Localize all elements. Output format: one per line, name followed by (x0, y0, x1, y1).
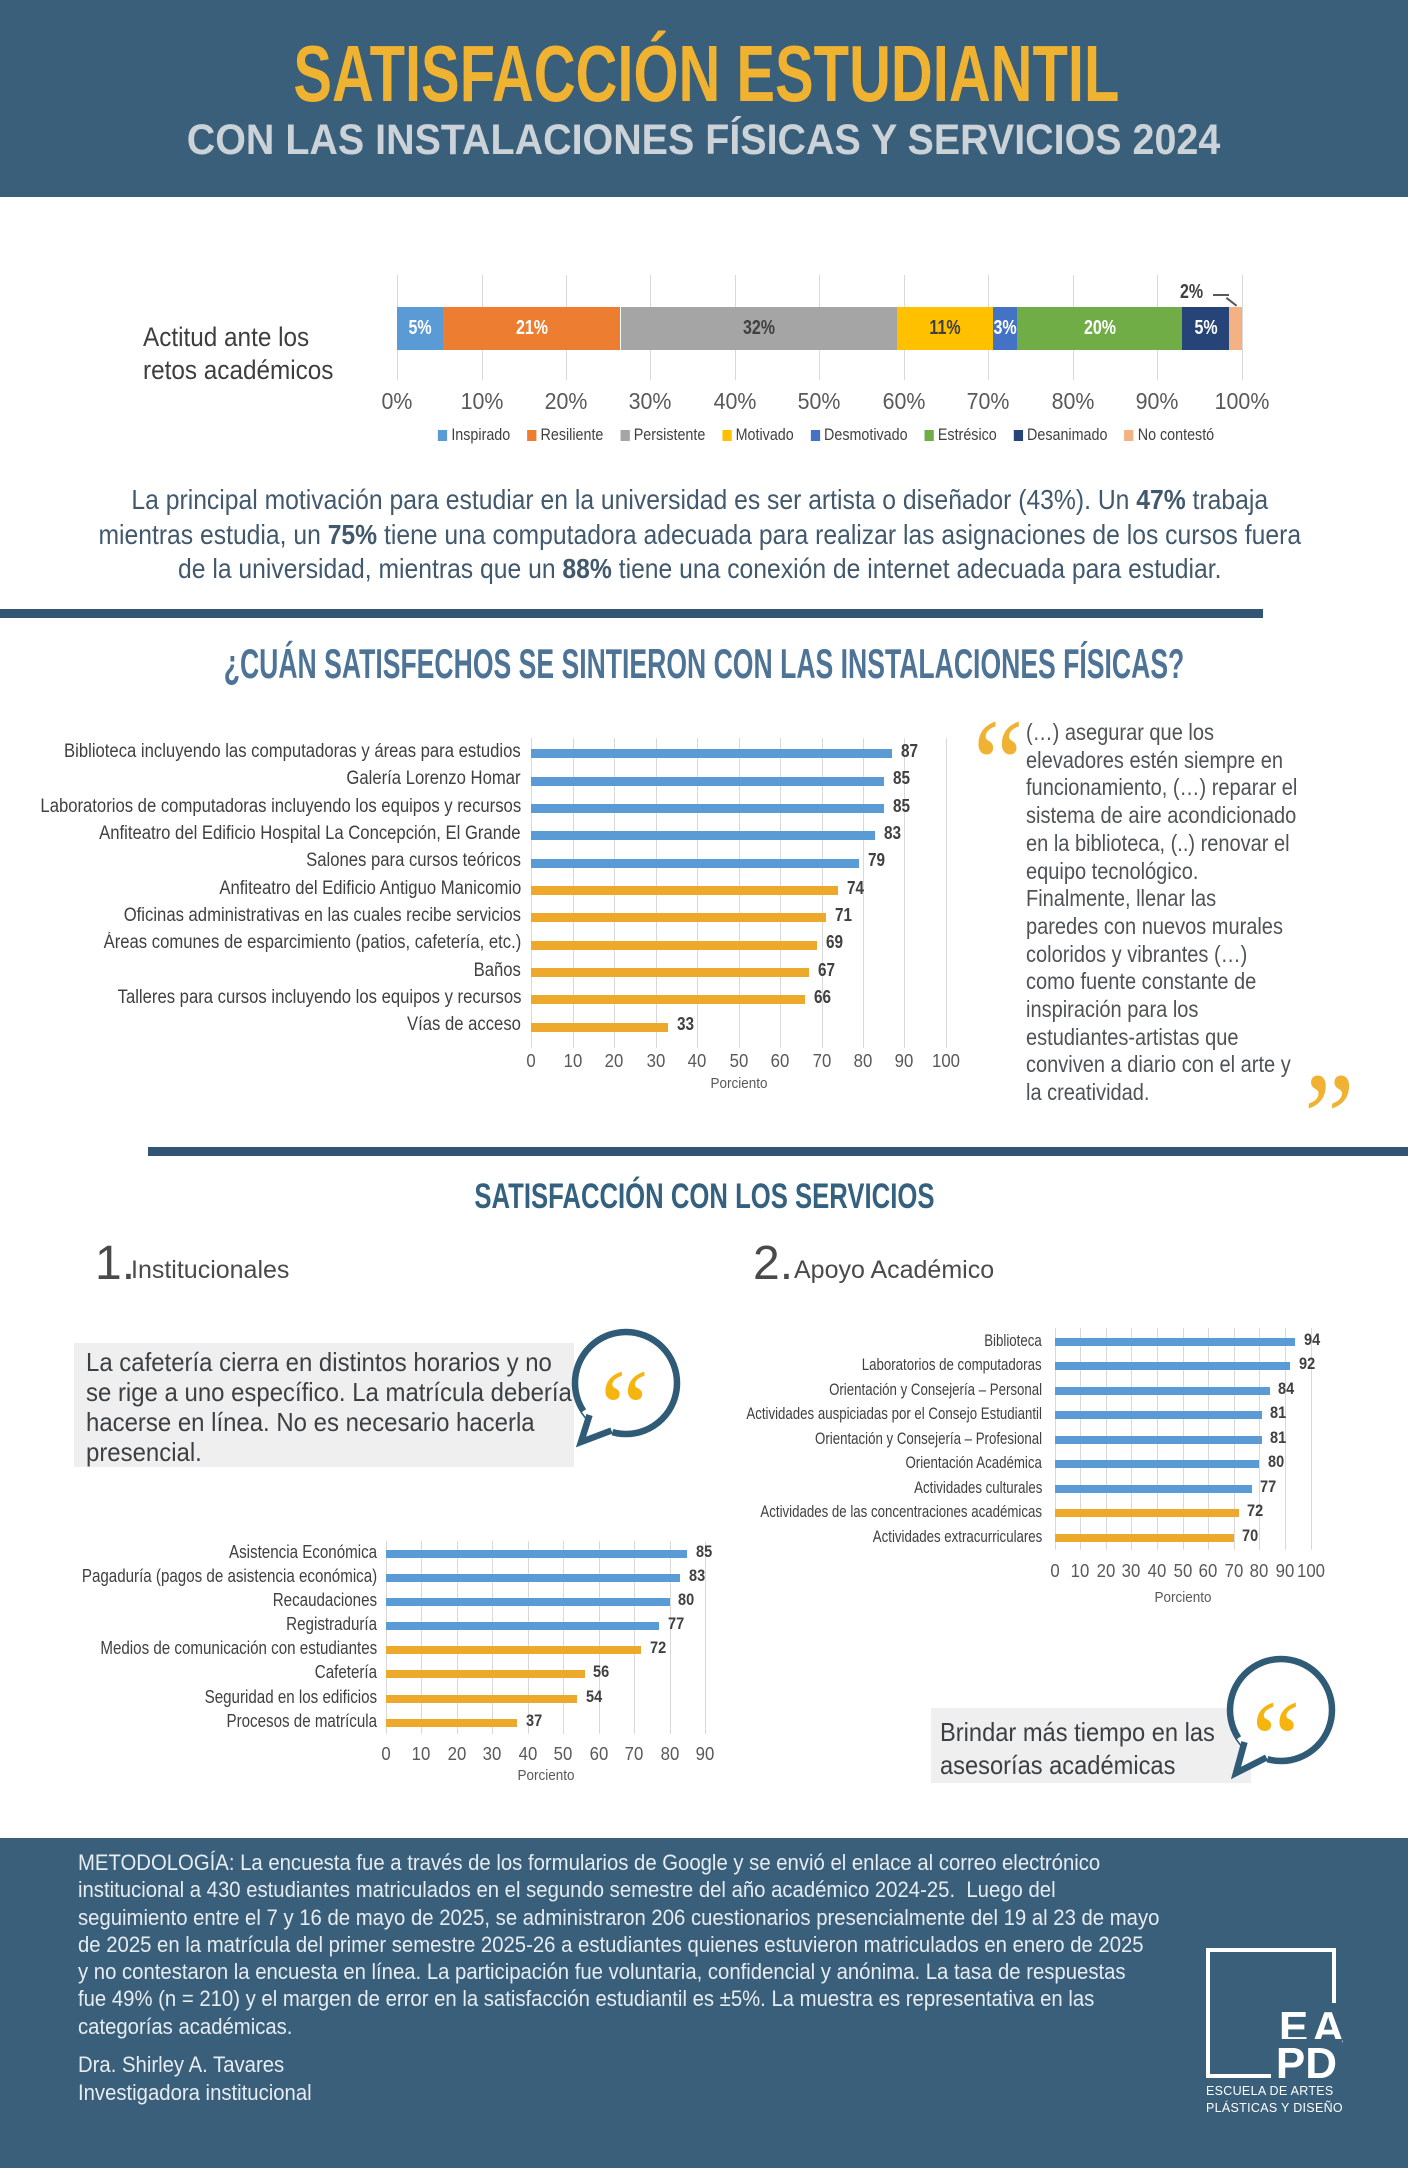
svg-text:“: “ (1252, 1678, 1301, 1788)
svg-text:“: “ (600, 1347, 649, 1461)
